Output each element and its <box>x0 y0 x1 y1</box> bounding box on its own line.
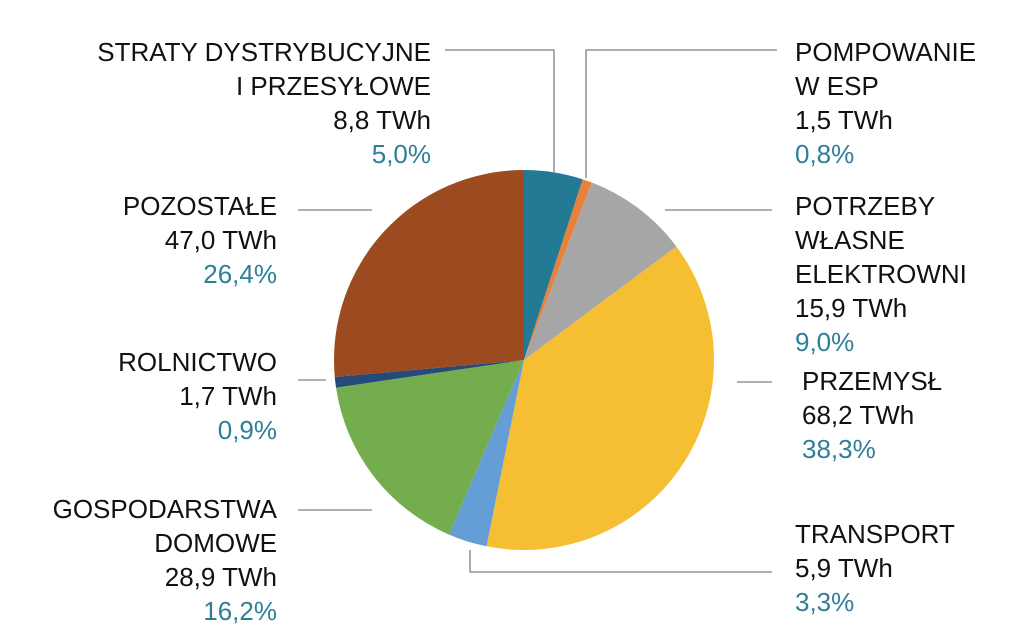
data-label-straty: STRATY DYSTRYBUCYJNE I PRZESYŁOWE 8,8 TWh 5… <box>97 35 431 171</box>
data-label-gospodarstwa: GOSPODARSTWA DOMOWE 28,9 TWh 16,2% <box>53 492 277 628</box>
pie-slice-pompowanie <box>524 179 592 360</box>
slice-value: 47,0 TWh <box>164 225 277 255</box>
leader-line-transport <box>469 550 772 573</box>
pie-slice-transport <box>449 360 524 547</box>
slice-name-line: ELEKTROWNI <box>795 259 967 289</box>
slice-percent: 38,3% <box>802 434 876 464</box>
data-label-rolnictwo: ROLNICTWO 1,7 TWh 0,9% <box>118 345 277 447</box>
data-label-pozostale: POZOSTAŁE 47,0 TWh 26,4% <box>123 189 277 291</box>
slice-percent: 3,3% <box>795 587 855 617</box>
slice-name-line: ROLNICTWO <box>118 347 277 377</box>
pie-slice-przemysl <box>486 246 714 550</box>
slice-name-line: STRATY DYSTRYBUCYJNE <box>97 37 431 67</box>
slice-name-line: I PRZESYŁOWE <box>235 71 431 101</box>
leader-line-pompowanie <box>585 49 777 178</box>
slice-percent: 9,0% <box>795 327 855 357</box>
slice-name-line: POMPOWANIE <box>795 37 977 67</box>
slice-name-line: W ESP <box>795 71 879 101</box>
slice-name-line: POTRZEBY <box>795 191 936 221</box>
slice-value: 15,9 TWh <box>795 293 908 323</box>
leader-line-straty <box>445 49 555 172</box>
slice-name-line: TRANSPORT <box>795 519 955 549</box>
slice-value: 1,7 TWh <box>179 381 277 411</box>
pie-slice-potrzeby <box>524 182 677 360</box>
slice-name-line: DOMOWE <box>154 528 277 558</box>
slice-percent: 0,8% <box>795 139 855 169</box>
data-label-transport: TRANSPORT 5,9 TWh 3,3% <box>795 517 955 619</box>
slice-name-line: GOSPODARSTWA <box>52 494 277 524</box>
slice-value: 68,2 TWh <box>802 400 915 430</box>
slice-percent: 26,4% <box>203 259 277 289</box>
slice-percent: 5,0% <box>371 139 431 169</box>
slice-value: 28,9 TWh <box>164 562 277 592</box>
slice-value: 8,8 TWh <box>333 105 431 135</box>
data-label-pompowanie: POMPOWANIE W ESP 1,5 TWh 0,8% <box>795 35 976 171</box>
data-label-potrzeby: POTRZEBY WŁASNE ELEKTROWNI 15,9 TWh 9,0% <box>795 189 967 359</box>
pie-slice-pozostale <box>333 170 524 378</box>
slice-percent: 16,2% <box>203 596 277 626</box>
slice-name-line: POZOSTAŁE <box>122 191 277 221</box>
pie-slice-gospodarstwa <box>336 360 524 535</box>
slice-value: 5,9 TWh <box>795 553 893 583</box>
slice-name-line: PRZEMYSŁ <box>802 366 943 396</box>
data-label-przemysl: PRZEMYSŁ 68,2 TWh 38,3% <box>802 364 942 466</box>
pie-slice-straty <box>524 170 583 360</box>
pie-slice-rolnictwo <box>334 360 524 388</box>
slice-value: 1,5 TWh <box>795 105 893 135</box>
slice-percent: 0,9% <box>217 415 277 445</box>
slice-name-line: WŁASNE <box>795 225 905 255</box>
